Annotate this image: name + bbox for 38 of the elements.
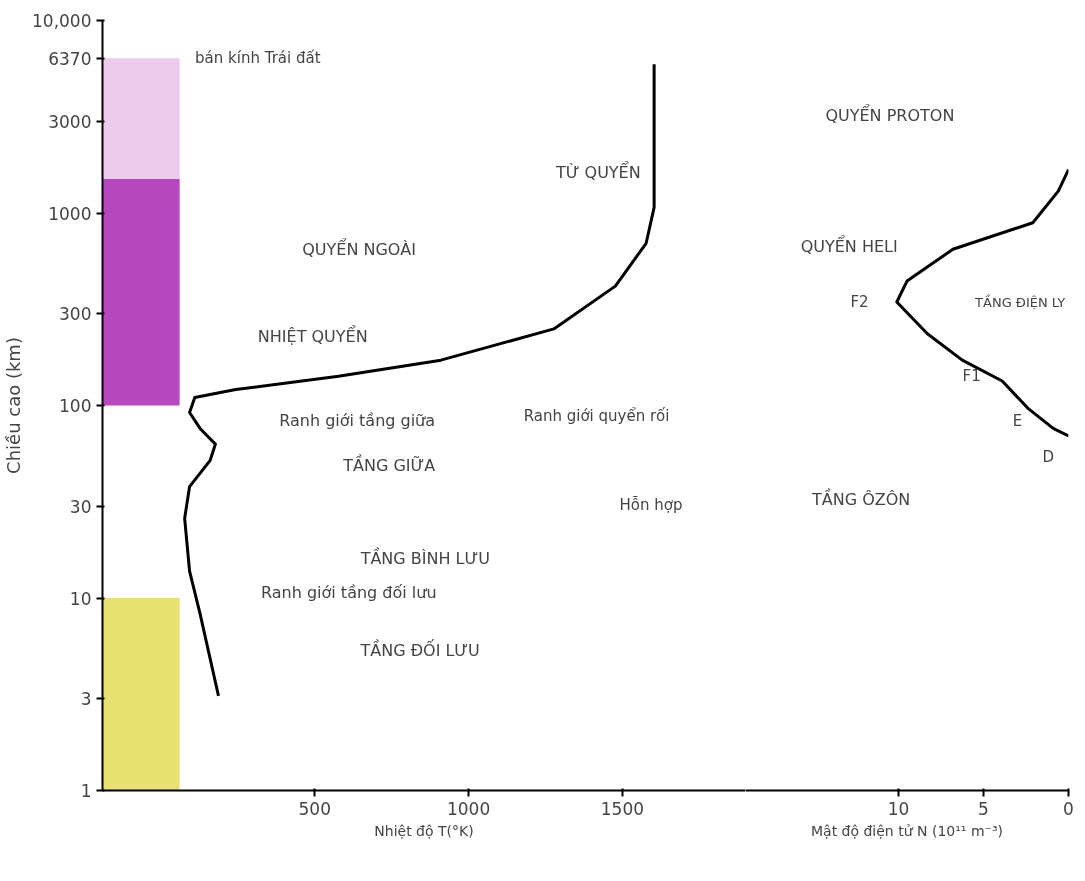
y-tick-label: 1 [80, 781, 92, 801]
annotation: D [1042, 448, 1054, 467]
y-tick-label: 30 [69, 496, 92, 517]
x-tick-label: 500 [298, 798, 332, 819]
y-tick-label: 300 [59, 304, 92, 325]
annotation: F2 [850, 293, 869, 312]
annotation: TẦNG GIỮA [342, 454, 436, 476]
y-tick-label: 100 [59, 396, 92, 416]
x-axis-title: Nhiệt độ T(°K) [374, 822, 474, 839]
annotation: TỪ QUYỂN [554, 161, 641, 183]
x-tick-label: 1500 [600, 798, 645, 819]
annotation: Hỗn hợp [619, 495, 683, 514]
x-tick-label: 0 [1063, 798, 1074, 819]
y-tick-label: 1000 [48, 203, 92, 224]
x-tick-label: 5 [978, 798, 989, 819]
y-tick-label: 10,000 [32, 11, 92, 31]
annotation: QUYỂN PROTON [825, 103, 955, 125]
annotation: E [1012, 411, 1023, 430]
annotation: QUYỂN HELI [800, 234, 898, 256]
y-tick-label: 3000 [48, 111, 92, 132]
annotation: TẦNG ÔZÔN [810, 487, 911, 509]
annotation: NHIỆT QUYỂN [257, 325, 368, 347]
x-axis-title: Mật độ điện tử N (10¹¹ m⁻³) [811, 822, 1004, 839]
annotation: Ranh giới tầng đối lưu [261, 583, 437, 603]
y-axis-title: Chiều cao (km) [3, 337, 25, 474]
annotation: QUYỂN NGOÀI [302, 237, 416, 259]
x-tick-label: 1000 [446, 798, 491, 819]
annotation: F1 [962, 367, 981, 386]
annotation: TẦNG ĐIỆN LY [974, 293, 1066, 310]
annotation: Ranh giới quyển rối [523, 407, 670, 426]
y-tick-label: 6370 [48, 48, 92, 69]
annotation: TẦNG ĐỐI LƯU [359, 638, 480, 660]
annotation: bán kính Trái đất [195, 49, 321, 68]
y-tick-label: 3 [80, 689, 92, 710]
annotation: Ranh giới tầng giữa [279, 410, 436, 430]
y-tick-label: 10 [69, 588, 92, 609]
x-tick-label: 10 [887, 798, 910, 819]
annotation: TẦNG BÌNH LƯU [359, 547, 490, 569]
